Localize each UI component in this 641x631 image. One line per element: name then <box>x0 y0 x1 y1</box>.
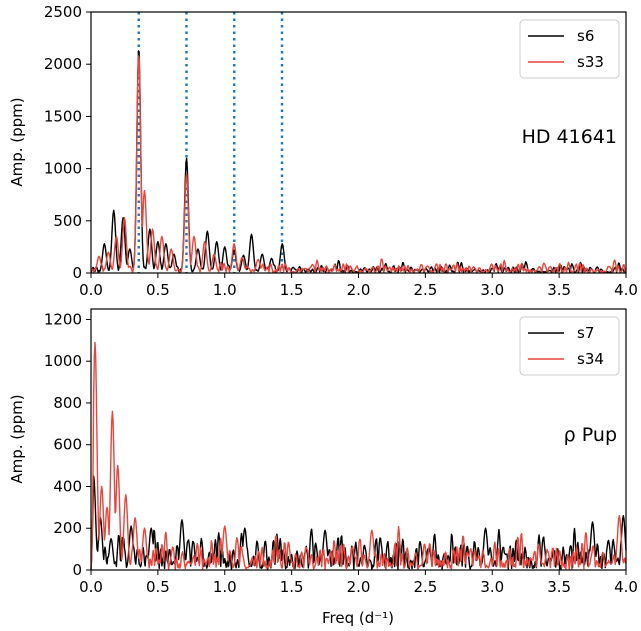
x-tick-label: 1.5 <box>280 281 304 299</box>
x-tick-label: 2.0 <box>347 578 371 596</box>
top-panel: 0.0 0.5 1.0 1.5 2.0 2.5 3.0 3.5 4.0 0 500 1000 1500… <box>8 3 638 299</box>
x-tick-label: 3.5 <box>547 281 571 299</box>
x-tick-label: 3.0 <box>480 578 504 596</box>
legend-label-s6: s6 <box>577 27 594 45</box>
x-tick-label: 1.5 <box>280 578 304 596</box>
x-tick-label: 3.5 <box>547 578 571 596</box>
bottom-legend-box <box>519 316 620 376</box>
x-tick-label: 4.0 <box>614 578 638 596</box>
top-vlines <box>137 12 284 273</box>
y-tick-label: 1500 <box>44 107 82 125</box>
y-tick-label: 200 <box>53 519 82 537</box>
bottom-annotation: ρ Pup <box>564 424 617 446</box>
y-tick-label: 1000 <box>44 352 82 370</box>
y-tick-label: 400 <box>53 477 82 495</box>
x-tick-label: 1.0 <box>213 281 237 299</box>
y-tick-label: 800 <box>53 394 82 412</box>
top-y-axis-label: Amp. (ppm) <box>8 97 26 186</box>
bottom-x-ticks: 0.0 0.5 1.0 1.5 2.0 2.5 3.0 3.5 4.0 <box>79 570 638 596</box>
y-tick-label: 0 <box>72 264 82 282</box>
x-tick-label: 0.5 <box>146 578 170 596</box>
x-tick-label: 3.0 <box>480 281 504 299</box>
bottom-panel: 0.0 0.5 1.0 1.5 2.0 2.5 3.0 3.5 4.0 0 200 400 600 80… <box>8 308 638 627</box>
x-tick-label: 1.0 <box>213 578 237 596</box>
x-tick-label: 2.5 <box>413 281 437 299</box>
top-x-ticks: 0.0 0.5 1.0 1.5 2.0 2.5 3.0 3.5 4.0 <box>79 273 638 299</box>
legend-label-s33: s33 <box>577 53 604 71</box>
y-tick-label: 600 <box>53 436 82 454</box>
bottom-x-axis-label: Freq (d⁻¹) <box>322 609 394 627</box>
y-tick-label: 2000 <box>44 55 82 73</box>
bottom-legend: s7 s34 <box>519 316 620 376</box>
series-line-s33 <box>90 55 627 274</box>
bottom-y-ticks: 0 200 400 600 800 1000 1200 <box>44 310 91 579</box>
y-tick-label: 2500 <box>44 3 82 21</box>
series-line-s34 <box>90 341 627 571</box>
y-tick-label: 0 <box>72 561 82 579</box>
x-tick-label: 4.0 <box>614 281 638 299</box>
top-annotation: HD 41641 <box>522 126 617 148</box>
x-tick-label: 2.0 <box>347 281 371 299</box>
x-tick-label: 0.0 <box>79 578 103 596</box>
y-tick-label: 1000 <box>44 160 82 178</box>
y-tick-label: 1200 <box>44 310 82 328</box>
x-tick-label: 2.5 <box>413 578 437 596</box>
top-legend: s6 s33 <box>519 19 620 79</box>
y-tick-label: 500 <box>53 212 82 230</box>
top-y-ticks: 0 500 1000 1500 2000 2500 <box>44 3 91 282</box>
series-line-s6 <box>90 50 627 274</box>
legend-label-s7: s7 <box>577 324 594 342</box>
x-tick-label: 0.5 <box>146 281 170 299</box>
top-series <box>90 50 627 274</box>
bottom-y-axis-label: Amp. (ppm) <box>8 394 26 483</box>
top-legend-box <box>519 19 620 79</box>
x-tick-label: 0.0 <box>79 281 103 299</box>
legend-label-s34: s34 <box>577 350 604 368</box>
bottom-series <box>90 341 627 571</box>
